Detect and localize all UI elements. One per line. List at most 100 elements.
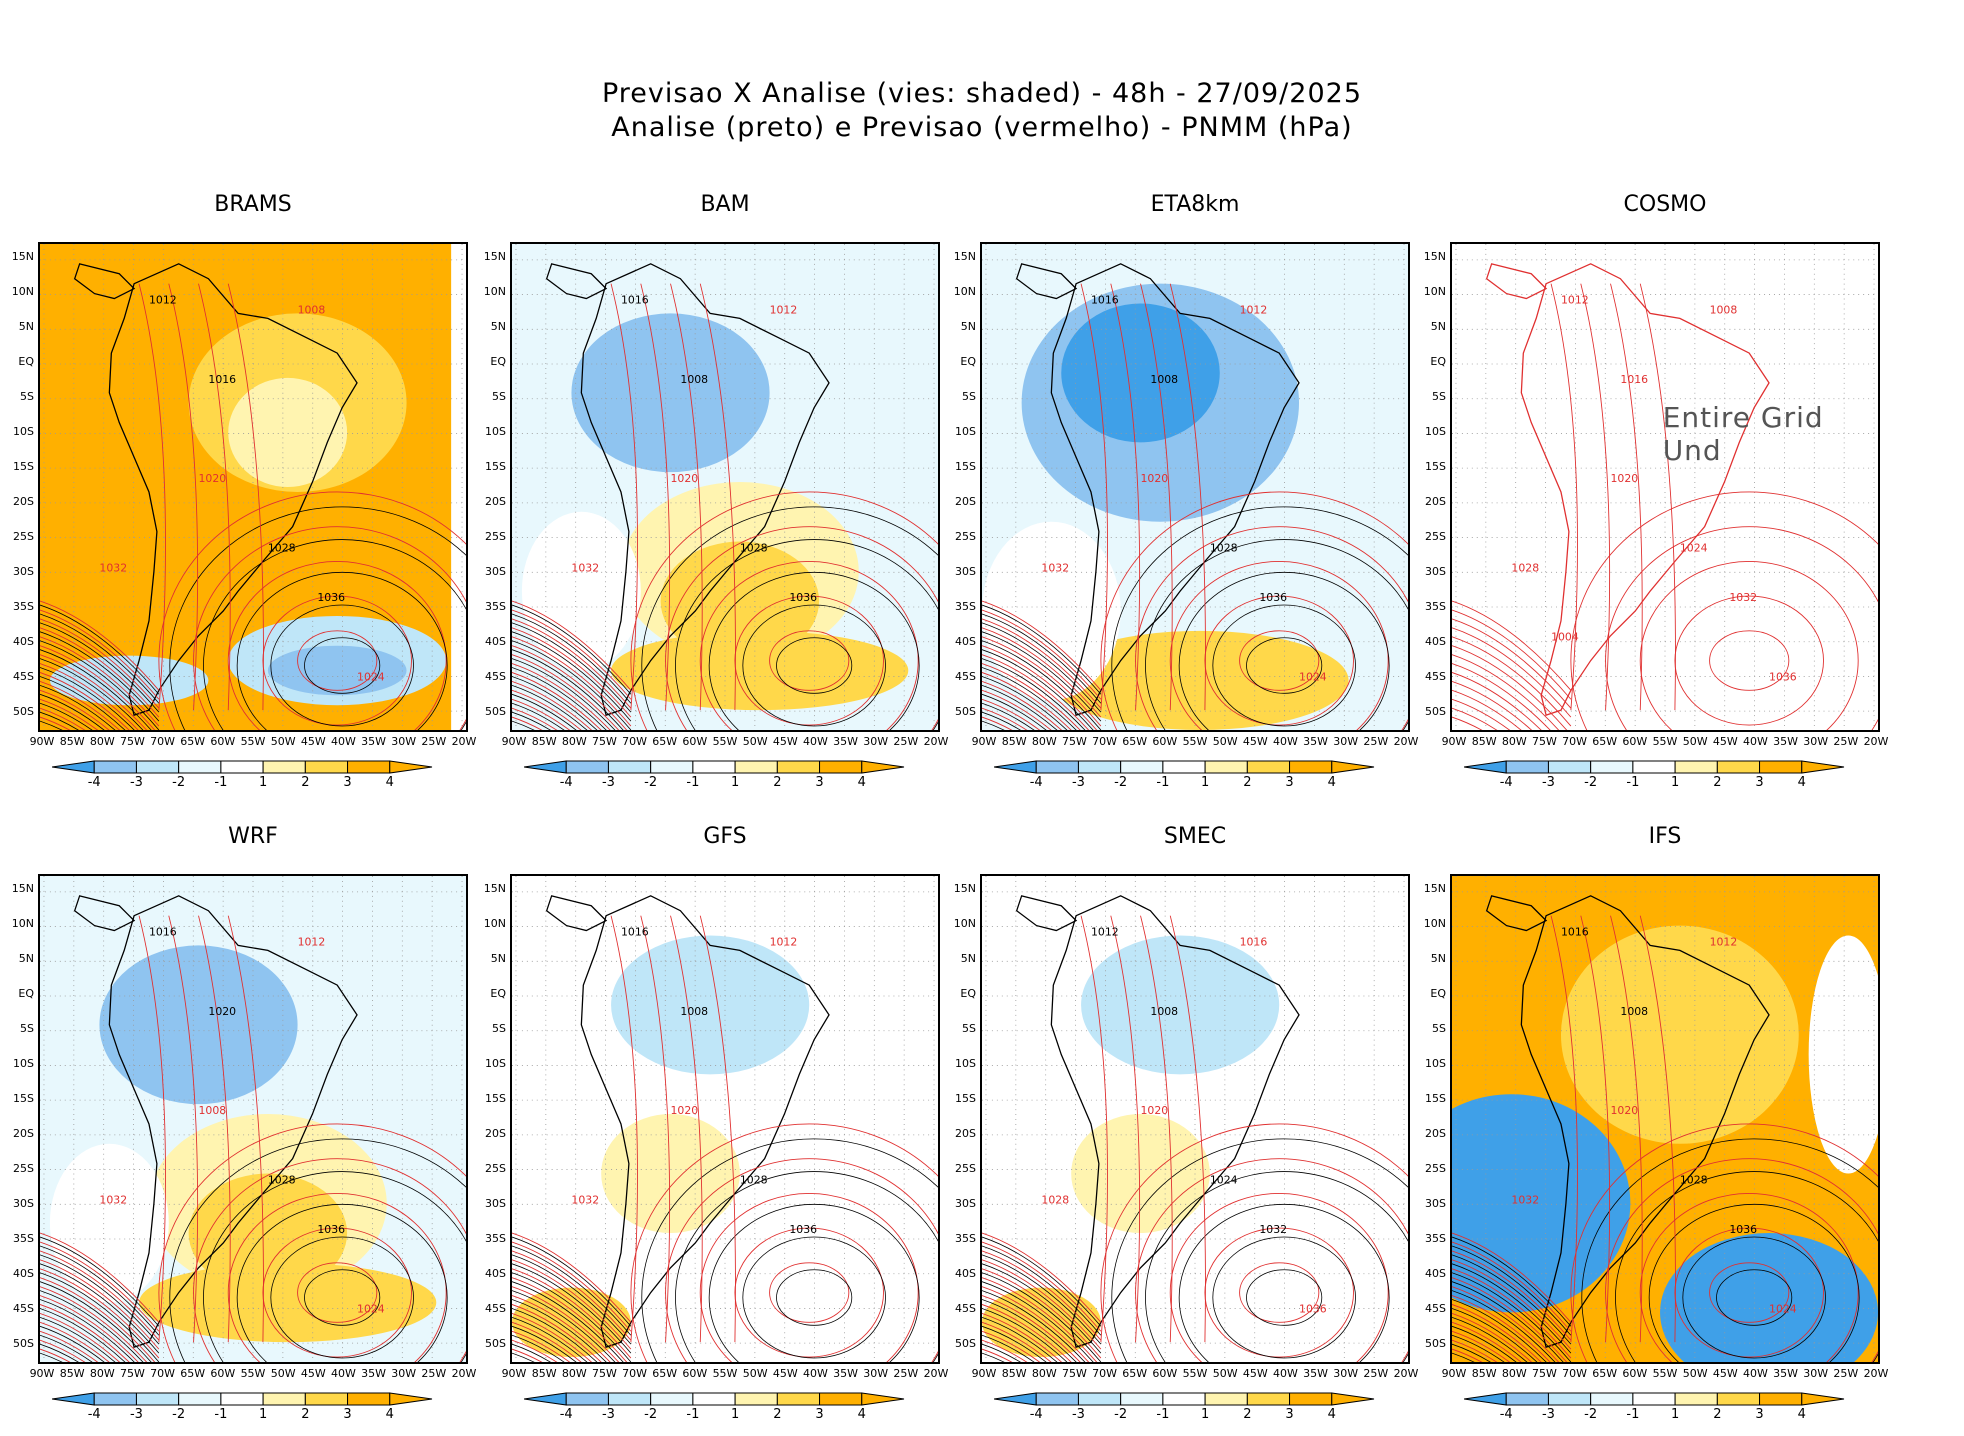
longitude-label: 85W: [531, 735, 557, 748]
panel-title: SMEC: [1163, 824, 1227, 849]
contour-label: 1008: [680, 373, 708, 386]
latitude-label: 35S: [485, 600, 506, 613]
panel-map: 1016 1012 1008 1020 1028 1032 1036 1024: [1450, 874, 1880, 1364]
colorbar: [524, 760, 905, 774]
colorbar-tick-label: -2: [1584, 1407, 1598, 1422]
panel-map: 1016 1012 1008 1020 1028 1032 1036 1024: [980, 242, 1410, 732]
colorbar-tick-label: 2: [301, 1407, 310, 1422]
longitude-label: 50W: [742, 735, 768, 748]
colorbar-tick-label: -3: [1071, 1407, 1085, 1422]
longitude-label: 30W: [863, 1367, 889, 1380]
colorbar-tick-label: -4: [1029, 775, 1043, 790]
longitude-label: 40W: [1742, 735, 1768, 748]
contour-label: 1020: [1611, 1104, 1639, 1117]
contour-label: 1028: [268, 1173, 296, 1186]
longitude-label: 50W: [1682, 735, 1708, 748]
latitude-label: 40S: [1425, 635, 1446, 648]
contour-label: 1012: [770, 303, 798, 316]
latitude-label: 45S: [955, 1302, 976, 1315]
colorbar-tick-label: 1: [1200, 1407, 1210, 1422]
contour-label: 1016: [621, 294, 649, 307]
latitude-label: 45S: [1425, 670, 1446, 683]
colorbar-tick-label: -2: [1114, 775, 1128, 790]
longitude-label: 25W: [1833, 1367, 1859, 1380]
contour-label: 1028: [1210, 541, 1238, 554]
longitude-label: 60W: [1622, 1367, 1648, 1380]
longitude-label: 80W: [89, 735, 115, 748]
latitude-label: 5S: [492, 390, 506, 403]
contour-label: 1012: [1091, 926, 1119, 939]
longitude-label: 20W: [1863, 1367, 1889, 1380]
colorbar-tick-label: -2: [172, 1407, 186, 1422]
colorbar-tick-label: 3: [815, 1407, 824, 1422]
longitude-label: 65W: [1122, 1367, 1148, 1380]
longitude-label: 65W: [1122, 735, 1148, 748]
latitude-label: 15S: [13, 1092, 34, 1105]
longitude-label: 45W: [772, 735, 798, 748]
longitude-label: 65W: [180, 1367, 206, 1380]
contour-label: 1032: [99, 1193, 127, 1206]
longitude-label: 80W: [561, 1367, 587, 1380]
longitude-label: 55W: [1652, 735, 1678, 748]
panel-map: 1016 1012 1008 1020 1028 1032 1036: [510, 874, 940, 1364]
colorbar-tick-label: -1: [1156, 775, 1170, 790]
colorbar-tick-label: 3: [343, 1407, 352, 1422]
contour-label: 1016: [1620, 373, 1648, 386]
latitude-label: 5N: [18, 320, 34, 333]
map-canvas: 1012 1008 1016 1020 1028 1032 1036 1024: [40, 244, 466, 730]
colorbar-tick-label: 2: [773, 775, 782, 790]
latitude-label: 30S: [1425, 1197, 1446, 1210]
panel-title: BRAMS: [214, 192, 292, 217]
colorbar: [1464, 1392, 1845, 1406]
latitude-label: 40S: [13, 635, 34, 648]
map-canvas: 1016 1012 1008 1020 1028 1032 1036: [512, 876, 938, 1362]
latitude-label: 25S: [13, 1162, 34, 1175]
latitude-label: EQ: [960, 355, 976, 368]
longitude-label: 50W: [1212, 735, 1238, 748]
latitude-label: EQ: [18, 355, 34, 368]
longitude-label: 90W: [971, 735, 997, 748]
latitude-label: 40S: [485, 635, 506, 648]
latitude-label: 5S: [962, 390, 976, 403]
colorbar-tick-label: -4: [559, 1407, 573, 1422]
longitude-label: 40W: [802, 1367, 828, 1380]
latitude-label: 35S: [955, 1232, 976, 1245]
latitude-label: EQ: [960, 987, 976, 1000]
longitude-label: 50W: [742, 1367, 768, 1380]
colorbar-tick-label: -3: [1071, 775, 1085, 790]
map-canvas: 1016 1012 1020 1008 1028 1032 1036 1024: [40, 876, 466, 1362]
latitude-label: 5N: [1430, 320, 1446, 333]
longitude-label: 70W: [1562, 735, 1587, 748]
latitude-label: 30S: [955, 565, 976, 578]
contour-label: 1036: [317, 1223, 345, 1236]
latitude-label: 20S: [485, 495, 506, 508]
longitude-label: 25W: [421, 735, 447, 748]
latitude-label: 45S: [485, 670, 506, 683]
latitude-label: 20S: [955, 1127, 976, 1140]
longitude-label: 55W: [1182, 735, 1208, 748]
panel-title: COSMO: [1623, 192, 1707, 217]
colorbar-tick-label: 1: [258, 1407, 268, 1422]
latitude-label: 10N: [483, 285, 506, 298]
longitude-label: 30W: [391, 1367, 417, 1380]
latitude-label: 15N: [483, 882, 506, 895]
latitude-label: 10N: [1423, 285, 1446, 298]
longitude-label: 35W: [1303, 735, 1328, 748]
longitude-label: 20W: [923, 1367, 949, 1380]
colorbar-tick-label: -3: [601, 775, 615, 790]
map-canvas: 1016 1012 1008 1020 1028 1032 1036 1024: [982, 244, 1408, 730]
latitude-label: 30S: [13, 1197, 34, 1210]
longitude-label: 35W: [361, 1367, 386, 1380]
colorbar: [1464, 760, 1845, 774]
latitude-label: 10N: [953, 917, 976, 930]
colorbar-tick-label: 4: [857, 1407, 866, 1422]
colorbar-tick-label: 3: [1755, 1407, 1764, 1422]
colorbar-tick-label: 2: [1713, 775, 1722, 790]
contour-label: 1028: [740, 1173, 768, 1186]
latitude-label: 35S: [13, 1232, 34, 1245]
longitude-label: 80W: [1031, 735, 1057, 748]
colorbar-tick-label: -3: [1541, 1407, 1555, 1422]
panel-map: 1012 1008 1016 1020 1024 1028 1032 1036 1004 Enti…: [1450, 242, 1880, 732]
contour-label: 1036: [789, 591, 817, 604]
colorbar-tick-label: -2: [1114, 1407, 1128, 1422]
